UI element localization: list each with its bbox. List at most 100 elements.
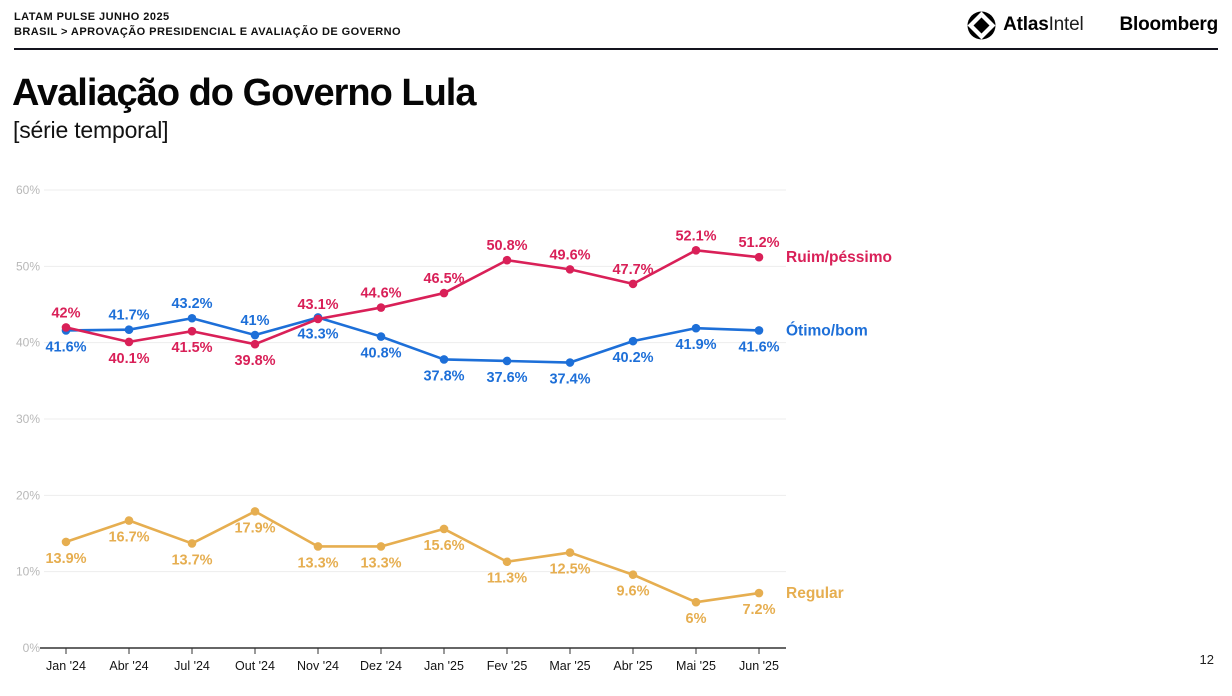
report-kicker: LATAM PULSE JUNHO 2025 BRASIL > APROVAÇÃ… [14, 10, 401, 40]
data-point-ruim-p-ssimo [313, 314, 323, 324]
data-point-regular [754, 588, 764, 598]
atlasintel-wordmark-light: Intel [1048, 14, 1084, 35]
point-label-ruim-p-ssimo: 44.6% [360, 286, 401, 302]
series-ruim-p-ssimo: 42% 40.1% 41.5% 39.8% 43.1% 44.6% 46.5% 50.8% 49… [51, 228, 891, 369]
series-line-regular [64, 510, 761, 604]
y-tick-label: 0% [23, 641, 41, 655]
data-point-regular [439, 524, 449, 534]
data-point-ruim-p-ssimo [439, 288, 449, 298]
series-legend--timo-bom: Ótimo/bom [786, 321, 868, 339]
y-tick-label: 60% [16, 183, 40, 197]
data-point--timo-bom [628, 336, 638, 346]
data-point-ruim-p-ssimo [628, 279, 638, 289]
point-label-ruim-p-ssimo: 40.1% [108, 351, 149, 367]
data-point--timo-bom [124, 325, 134, 334]
point-label-regular: 9.6% [616, 584, 649, 600]
data-point-regular [250, 507, 260, 516]
x-tick-label: Abr '25 [613, 659, 652, 673]
point-label-ruim-p-ssimo: 46.5% [423, 271, 464, 287]
y-tick-label: 40% [16, 336, 40, 350]
report-name: LATAM PULSE JUNHO 2025 [14, 11, 170, 23]
atlasintel-logo: AtlasIntel [967, 11, 1084, 40]
data-point--timo-bom [250, 330, 260, 340]
point-label-ruim-p-ssimo: 43.1% [297, 297, 338, 313]
point-label-ruim-p-ssimo: 47.7% [612, 262, 653, 278]
data-point-ruim-p-ssimo [754, 252, 764, 262]
data-point-regular [376, 542, 386, 551]
data-point-regular [628, 570, 638, 580]
data-point-ruim-p-ssimo [565, 265, 575, 274]
atlasintel-icon [967, 11, 996, 40]
data-point-ruim-p-ssimo [61, 323, 71, 332]
point-label-regular: 17.9% [234, 520, 275, 536]
x-tick-label: Dez '24 [360, 659, 402, 673]
point-label-ruim-p-ssimo: 41.5% [171, 340, 212, 356]
data-point-regular [565, 548, 575, 557]
data-point-regular [61, 537, 71, 547]
point-label--timo-bom: 41.7% [108, 308, 149, 324]
x-tick-label: Fev '25 [487, 659, 528, 673]
y-tick-label: 30% [16, 412, 40, 426]
data-point-regular [187, 539, 197, 548]
x-tick-label: Mar '25 [549, 659, 590, 673]
point-label--timo-bom: 37.8% [423, 368, 464, 384]
data-point--timo-bom [754, 326, 764, 335]
data-point--timo-bom [376, 332, 386, 341]
data-point-ruim-p-ssimo [124, 337, 134, 347]
series-line--timo-bom [64, 316, 761, 364]
point-label--timo-bom: 41.9% [675, 337, 716, 353]
data-point--timo-bom [187, 313, 197, 323]
point-label--timo-bom: 40.8% [360, 346, 401, 362]
data-point-ruim-p-ssimo [250, 339, 260, 349]
page-number: 12 [1199, 652, 1214, 667]
point-label-ruim-p-ssimo: 52.1% [675, 228, 716, 244]
point-label-ruim-p-ssimo: 51.2% [738, 235, 779, 251]
x-tick-label: Jan '25 [424, 659, 464, 673]
y-tick-label: 10% [16, 565, 40, 579]
data-point--timo-bom [565, 358, 575, 367]
point-label-regular: 6% [686, 611, 707, 627]
brand-logos: AtlasIntel Bloomberg [967, 8, 1218, 42]
point-label-ruim-p-ssimo: 39.8% [234, 353, 275, 369]
page-subtitle: [série temporal] [13, 117, 169, 143]
series-line-ruim-p-ssimo [64, 249, 761, 346]
point-label-regular: 12.5% [549, 562, 590, 578]
point-label-regular: 11.3% [487, 571, 527, 587]
point-label--timo-bom: 43.2% [171, 296, 212, 312]
point-label--timo-bom: 41.6% [45, 339, 86, 355]
data-point-ruim-p-ssimo [502, 255, 512, 265]
point-label-regular: 7.2% [742, 602, 775, 618]
grid-group: 0% 10% 20% 30% 40% 50% 60% [16, 183, 786, 655]
point-label-regular: 13.3% [360, 555, 401, 571]
page-title: Avaliação do Governo Lula [12, 72, 476, 114]
point-label--timo-bom: 37.6% [486, 370, 527, 386]
x-tick-label: Mai '25 [676, 659, 716, 673]
series-legend-ruim-p-ssimo: Ruim/péssimo [786, 249, 892, 266]
point-label--timo-bom: 43.3% [297, 326, 338, 342]
x-tick-label: Jul '24 [174, 659, 210, 673]
data-point-regular [502, 557, 512, 567]
point-label--timo-bom: 40.2% [612, 350, 653, 366]
point-label-ruim-p-ssimo: 50.8% [486, 238, 527, 254]
point-label-regular: 13.9% [45, 551, 86, 567]
atlasintel-wordmark: AtlasIntel [1003, 14, 1084, 36]
series-legend-regular: Regular [786, 585, 844, 602]
series-regular: 13.9% 16.7% 13.7% 17.9% 13.3% 13.3% 15.6% 11.3%… [45, 507, 844, 627]
point-label-ruim-p-ssimo: 42% [51, 305, 80, 321]
data-point--timo-bom [691, 323, 701, 333]
data-point--timo-bom [502, 356, 512, 366]
bloomberg-logo: Bloomberg [1119, 14, 1219, 35]
data-point-ruim-p-ssimo [187, 326, 197, 336]
header-divider [14, 48, 1218, 50]
chart: 0% 10% 20% 30% 40% 50% 60% Jan '24 Abr '24 Jul '2… [0, 165, 910, 696]
point-label-regular: 13.7% [171, 552, 212, 568]
chart-svg: 0% 10% 20% 30% 40% 50% 60% Jan '24 Abr '24 Jul '2… [16, 183, 892, 673]
data-point--timo-bom [439, 355, 449, 364]
data-point-ruim-p-ssimo [376, 303, 386, 312]
x-tick-label: Jan '24 [46, 659, 86, 673]
point-label--timo-bom: 41% [240, 313, 269, 329]
data-point-regular [124, 516, 134, 525]
point-label-regular: 16.7% [108, 530, 149, 546]
point-label-regular: 13.3% [297, 555, 338, 571]
data-point-regular [313, 542, 323, 551]
